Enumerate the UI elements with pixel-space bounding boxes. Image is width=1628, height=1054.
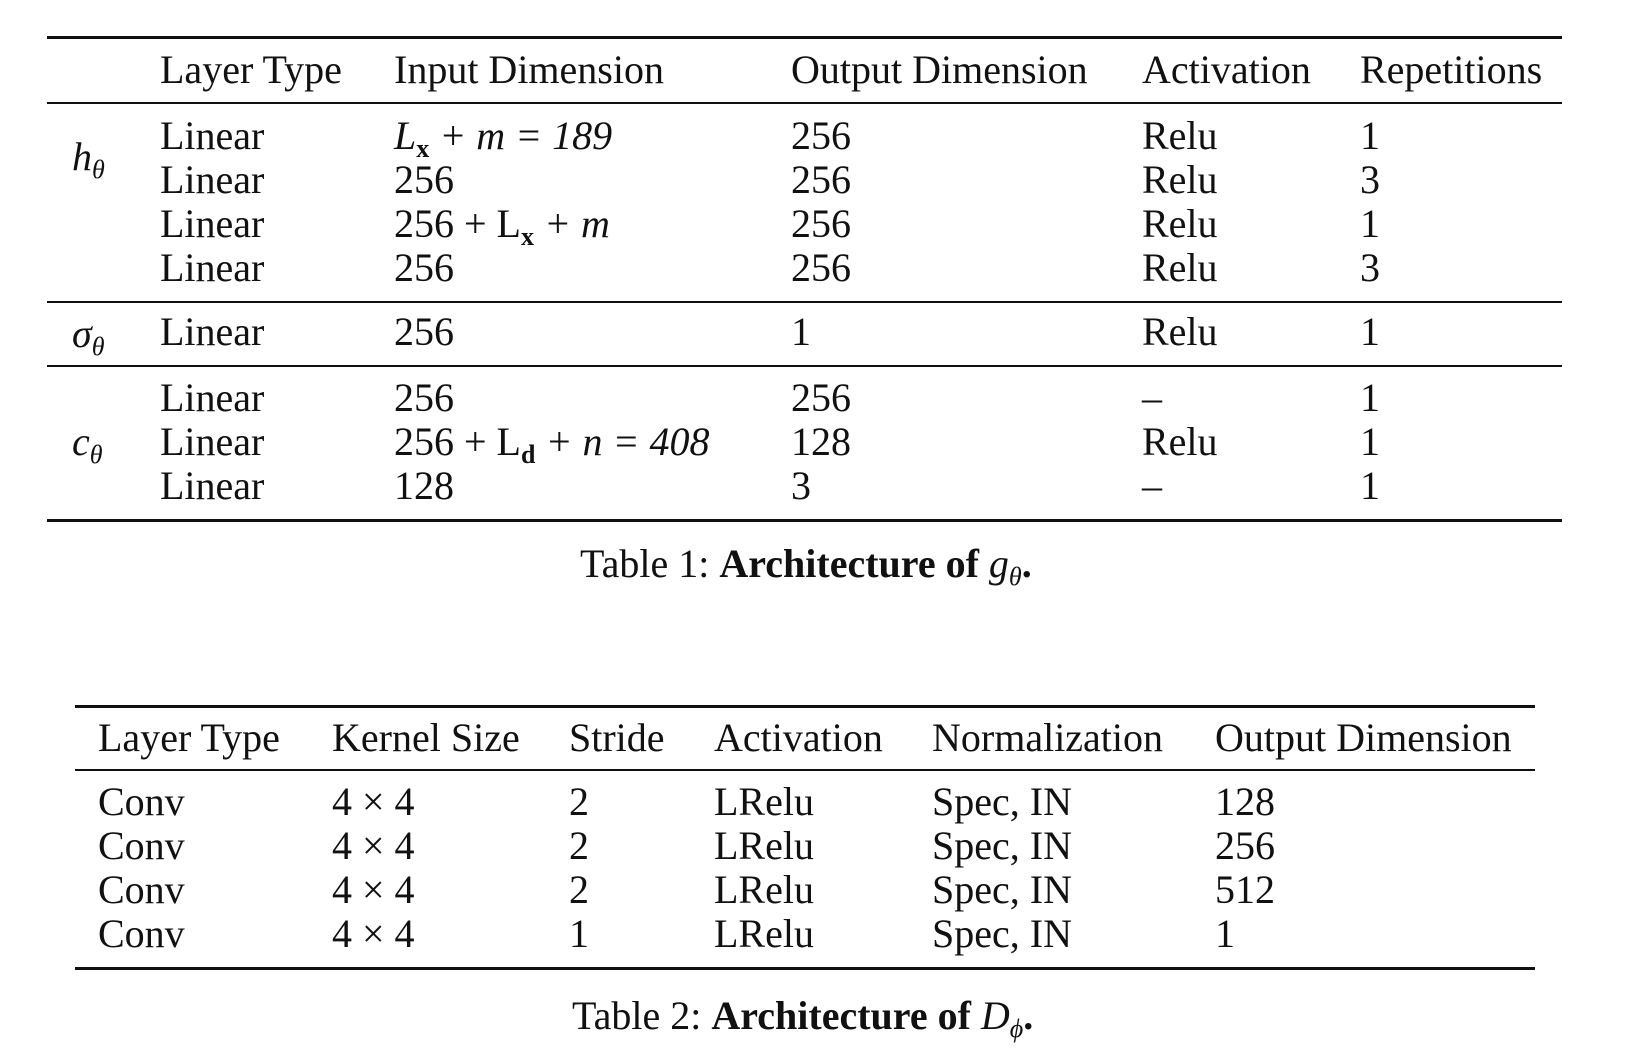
- layer-type-cell: Linear: [160, 463, 265, 508]
- activation-cell: Relu: [1142, 157, 1218, 202]
- activation-cell: Relu: [1142, 113, 1218, 158]
- repetitions-cell: 1: [1360, 309, 1380, 354]
- layer-type-cell: Linear: [160, 419, 265, 464]
- normalization-cell: Spec, IN: [932, 911, 1072, 956]
- output-dimension-cell: 512: [1215, 867, 1275, 912]
- activation-cell: Relu: [1142, 419, 1218, 464]
- repetitions-cell: 1: [1360, 201, 1380, 246]
- input-dimension-cell: 256 + Lx + m: [394, 201, 610, 252]
- stride-cell: 2: [569, 867, 589, 912]
- input-dimension-cell: 256 + Ld + n = 408: [394, 419, 710, 470]
- header-repetitions: Repetitions: [1360, 47, 1543, 92]
- repetitions-cell: 1: [1360, 375, 1380, 420]
- normalization-cell: Spec, IN: [932, 823, 1072, 868]
- kernel-size-cell: 4 × 4: [332, 779, 415, 824]
- normalization-cell: Spec, IN: [932, 779, 1072, 824]
- kernel-size-cell: 4 × 4: [332, 823, 415, 868]
- layer-type-cell: Linear: [160, 375, 265, 420]
- repetitions-cell: 1: [1360, 463, 1380, 508]
- output-dimension-cell: 256: [791, 375, 851, 420]
- kernel-size-cell: 4 × 4: [332, 867, 415, 912]
- header-rule: [47, 102, 1562, 104]
- header-output-dimension: Output Dimension: [791, 47, 1088, 92]
- output-dimension-cell: 256: [791, 201, 851, 246]
- header-activation: Activation: [714, 715, 883, 760]
- activation-cell: Relu: [1142, 201, 1218, 246]
- header-output-dimension: Output Dimension: [1215, 715, 1512, 760]
- stride-cell: 1: [569, 911, 589, 956]
- stride-cell: 2: [569, 779, 589, 824]
- header-layer-type: Layer Type: [160, 47, 342, 92]
- group-label-c-theta: cθ: [72, 419, 103, 470]
- input-dimension-cell: 256: [394, 309, 454, 354]
- repetitions-cell: 1: [1360, 113, 1380, 158]
- output-dimension-cell: 1: [1215, 911, 1235, 956]
- output-dimension-cell: 256: [791, 113, 851, 158]
- bottom-rule: [47, 519, 1562, 522]
- stride-cell: 2: [569, 823, 589, 868]
- header-rule: [75, 769, 1535, 771]
- repetitions-cell: 3: [1360, 157, 1380, 202]
- layer-type-cell: Linear: [160, 113, 265, 158]
- header-stride: Stride: [569, 715, 665, 760]
- layer-type-cell: Linear: [160, 201, 265, 246]
- activation-cell: Relu: [1142, 245, 1218, 290]
- layer-type-cell: Linear: [160, 157, 265, 202]
- output-dimension-cell: 256: [791, 157, 851, 202]
- activation-cell: LRelu: [714, 911, 814, 956]
- activation-cell: –: [1142, 375, 1162, 420]
- layer-type-cell: Conv: [98, 867, 185, 912]
- group-rule: [47, 365, 1562, 367]
- activation-cell: LRelu: [714, 867, 814, 912]
- top-rule: [47, 36, 1562, 39]
- activation-cell: LRelu: [714, 779, 814, 824]
- output-dimension-cell: 256: [791, 245, 851, 290]
- layer-type-cell: Conv: [98, 779, 185, 824]
- repetitions-cell: 3: [1360, 245, 1380, 290]
- input-dimension-cell: 256: [394, 245, 454, 290]
- header-activation: Activation: [1142, 47, 1311, 92]
- activation-cell: LRelu: [714, 823, 814, 868]
- header-layer-type: Layer Type: [98, 715, 280, 760]
- repetitions-cell: 1: [1360, 419, 1380, 464]
- output-dimension-cell: 128: [1215, 779, 1275, 824]
- activation-cell: –: [1142, 463, 1162, 508]
- input-dimension-cell: 256: [394, 375, 454, 420]
- input-dimension-cell: 256: [394, 157, 454, 202]
- normalization-cell: Spec, IN: [932, 867, 1072, 912]
- layer-type-cell: Linear: [160, 245, 265, 290]
- top-rule: [75, 705, 1535, 708]
- group-rule: [47, 301, 1562, 303]
- output-dimension-cell: 1: [791, 309, 811, 354]
- layer-type-cell: Linear: [160, 309, 265, 354]
- input-dimension-cell: Lx + m = 189: [394, 113, 613, 164]
- output-dimension-cell: 128: [791, 419, 851, 464]
- layer-type-cell: Conv: [98, 823, 185, 868]
- group-label-sigma-theta: σθ: [72, 311, 105, 362]
- output-dimension-cell: 3: [791, 463, 811, 508]
- header-kernel-size: Kernel Size: [332, 715, 520, 760]
- kernel-size-cell: 4 × 4: [332, 911, 415, 956]
- activation-cell: Relu: [1142, 309, 1218, 354]
- header-normalization: Normalization: [932, 715, 1164, 760]
- table-2-caption: Table 2: Architecture of Dϕ.: [572, 993, 1034, 1044]
- table-1-caption: Table 1: Architecture of gθ.: [580, 541, 1032, 592]
- input-dimension-cell: 128: [394, 463, 454, 508]
- layer-type-cell: Conv: [98, 911, 185, 956]
- header-input-dimension: Input Dimension: [394, 47, 664, 92]
- bottom-rule: [75, 967, 1535, 970]
- output-dimension-cell: 256: [1215, 823, 1275, 868]
- group-label-h-theta: hθ: [72, 134, 105, 185]
